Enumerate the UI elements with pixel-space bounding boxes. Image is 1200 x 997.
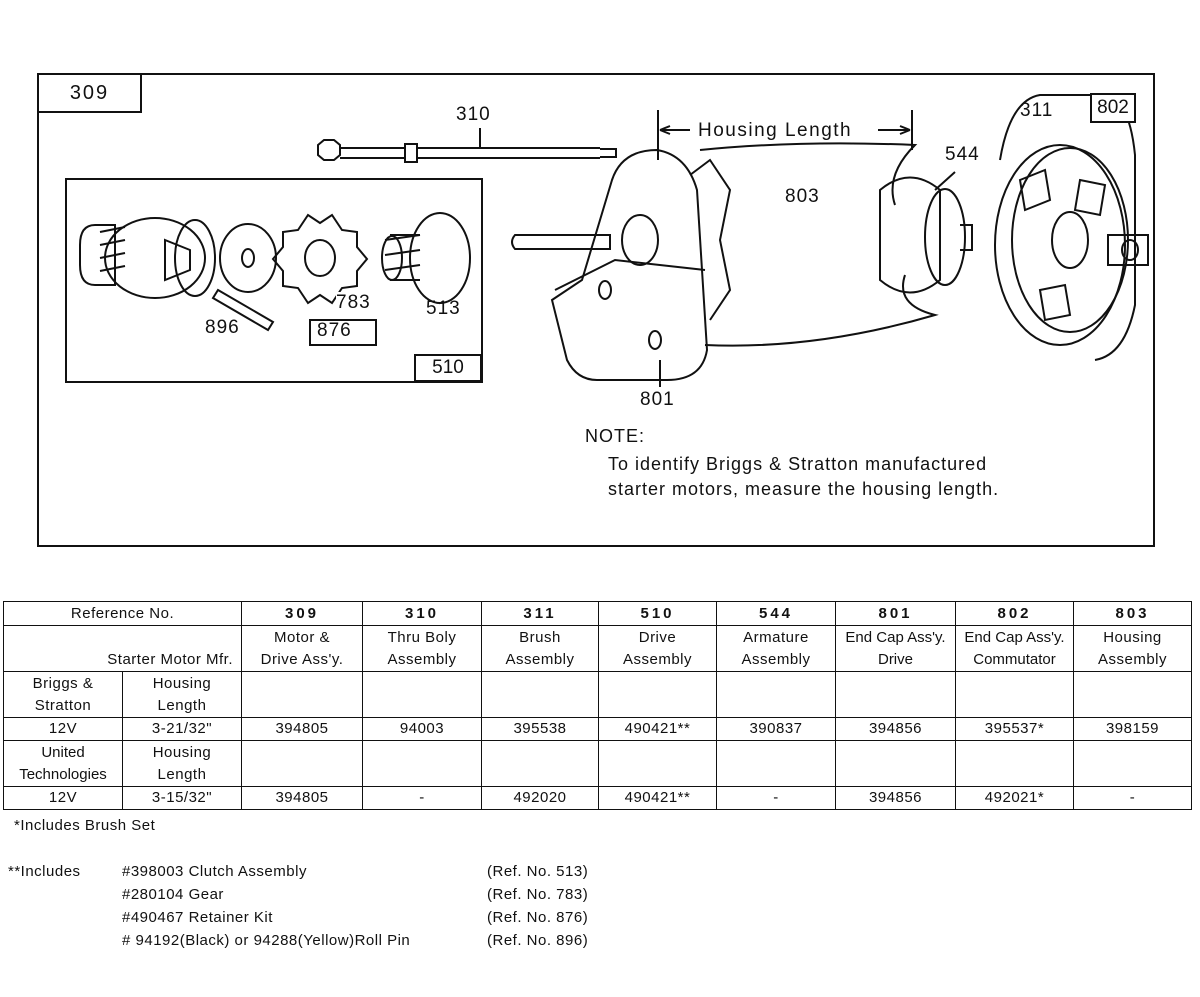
voltage: 12V (3, 717, 123, 741)
callout-housing-length: Housing Length (694, 120, 857, 142)
length: 3-15/32" (122, 786, 242, 810)
end-cap-drive-drawing (511, 142, 939, 387)
table-row-mfr-ut: United Technologies Housing Length (3, 740, 1192, 787)
part-number: 395538 (481, 717, 599, 741)
part-number: 390837 (716, 717, 836, 741)
part-number: 394856 (835, 717, 956, 741)
ref-309: 309 (241, 601, 363, 626)
callout-544: 544 (945, 144, 980, 165)
callout-876: 876 (317, 320, 352, 341)
footnote-ref: (Ref. No. 876) (487, 909, 589, 926)
col-name: Armature Assembly (716, 625, 836, 672)
footnote-item: # 94192(Black) or 94288(Yellow)Roll Pin (122, 932, 411, 949)
col-name: End Cap Ass'y. Drive (835, 625, 956, 672)
length: 3-21/32" (122, 717, 242, 741)
part-number: 490421** (598, 717, 717, 741)
mfr-name: Briggs & Stratton (3, 671, 123, 718)
callout-803: 803 (785, 186, 820, 207)
col-name: Motor & Drive Ass'y. (241, 625, 363, 672)
ref-header: Reference No. (3, 601, 242, 626)
col-name: End Cap Ass'y. Commutator (955, 625, 1074, 672)
note-line-2: starter motors, measure the housing leng… (608, 479, 1000, 499)
footnote-ref: (Ref. No. 896) (487, 932, 589, 949)
retainer-kit-box (309, 319, 377, 346)
col-name: Thru Boly Assembly (362, 625, 482, 672)
mfr-name: United Technologies (3, 740, 123, 787)
part-number: 394805 (241, 717, 363, 741)
col-name: Housing Assembly (1073, 625, 1192, 672)
callout-513: 513 (426, 298, 461, 319)
mfr-header: Starter Motor Mfr. (3, 625, 242, 672)
footnote-brush-set: *Includes Brush Set (14, 817, 156, 834)
housing-length-label: Housing Length (122, 740, 242, 787)
ref-801: 801 (835, 601, 956, 626)
col-name: Drive Assembly (598, 625, 717, 672)
housing-length-label: Housing Length (122, 671, 242, 718)
part-number: 394856 (835, 786, 956, 810)
table-row-names: Starter Motor Mfr. Motor & Drive Ass'y. T… (3, 625, 1192, 672)
end-cap-commutator-drawing (994, 94, 1149, 361)
footnote-includes-label: **Includes (8, 863, 81, 880)
footnote-item: #280104 Gear (122, 886, 224, 903)
housing-length-dimension (657, 110, 913, 160)
footnote-item: #398003 Clutch Assembly (122, 863, 307, 880)
table-row-values-ut: 12V 3-15/32" 394805 - 492020 490421** - … (3, 786, 1192, 810)
part-number: - (362, 786, 482, 810)
part-number: 490421** (598, 786, 717, 810)
part-number: 492020 (481, 786, 599, 810)
footnote-item: #490467 Retainer Kit (122, 909, 273, 926)
callout-783: 783 (336, 292, 371, 314)
part-number: - (1073, 786, 1192, 810)
part-number: - (716, 786, 836, 810)
table-row-ref: Reference No. 309 310 311 510 544 801 80… (3, 601, 1192, 626)
drive-parts-drawing (79, 212, 471, 332)
ref-802: 802 (955, 601, 1074, 626)
callout-801: 801 (640, 389, 675, 410)
footnote-ref: (Ref. No. 783) (487, 886, 589, 903)
ref-544: 544 (716, 601, 836, 626)
callout-510: 510 (414, 354, 482, 382)
ref-310: 310 (362, 601, 482, 626)
col-name: Brush Assembly (481, 625, 599, 672)
ref-803: 803 (1073, 601, 1192, 626)
table-row-values-bs: 12V 3-21/32" 394805 94003 395538 490421*… (3, 717, 1192, 741)
thru-bolt-drawing (317, 128, 617, 163)
note-line-1: To identify Briggs & Stratton manufactur… (608, 454, 988, 474)
part-number: 398159 (1073, 717, 1192, 741)
exploded-diagram (65, 94, 1149, 387)
part-number: 395537* (955, 717, 1074, 741)
ref-510: 510 (598, 601, 717, 626)
diagram-frame (37, 73, 1155, 547)
callout-311: 311 (1020, 100, 1054, 121)
part-number: 94003 (362, 717, 482, 741)
ref-311: 311 (481, 601, 599, 626)
part-number: 394805 (241, 786, 363, 810)
drive-assembly-box (65, 178, 483, 383)
parts-table: Reference No. 309 310 311 510 544 801 80… (3, 601, 1192, 810)
armature-drawing (879, 171, 973, 294)
main-ref-box: 309 (37, 73, 142, 113)
callout-310: 310 (456, 104, 491, 125)
footnote-ref: (Ref. No. 513) (487, 863, 589, 880)
callout-896: 896 (205, 317, 240, 338)
table-row-mfr-bs: Briggs & Stratton Housing Length (3, 671, 1192, 718)
voltage: 12V (3, 786, 123, 810)
callout-802: 802 (1090, 93, 1136, 123)
part-number: 492021* (955, 786, 1074, 810)
note-title: NOTE: (585, 426, 646, 446)
